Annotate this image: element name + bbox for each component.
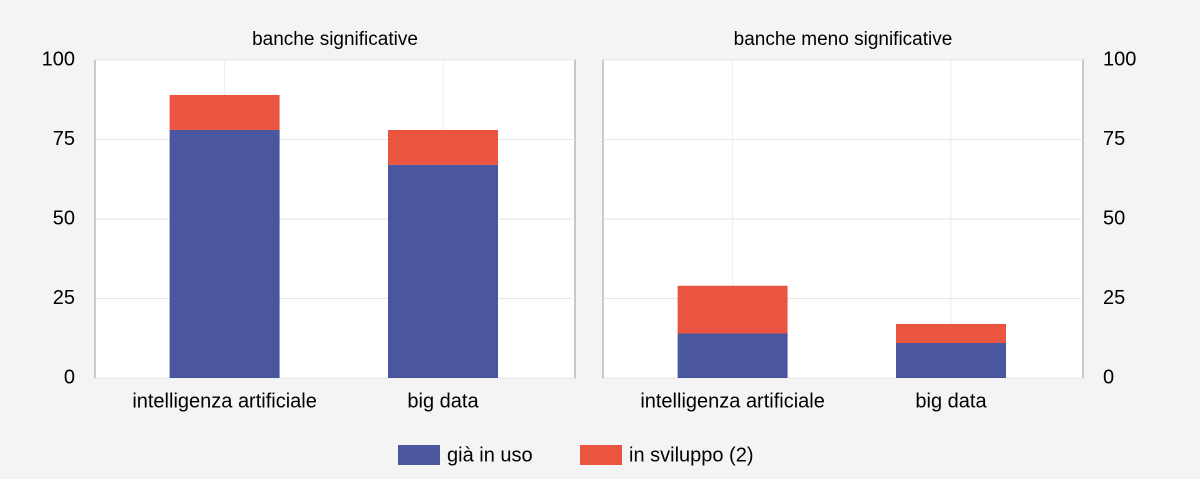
bar-segment	[896, 343, 1006, 378]
bar-segment	[677, 285, 788, 334]
legend-swatch	[580, 445, 622, 465]
bar-segment	[896, 323, 1006, 344]
chart-title: banche meno significative	[734, 29, 953, 50]
legend-label: in sviluppo (2)	[629, 444, 754, 466]
bar-segment	[169, 129, 280, 378]
y-tick-label: 50	[1103, 207, 1125, 229]
legend-label: già in uso	[447, 444, 533, 466]
x-tick-label: intelligenza artificiale	[132, 390, 317, 412]
chart-title: banche significative	[252, 29, 418, 50]
y-tick-label: 25	[53, 287, 75, 309]
y-tick-label: 75	[1103, 128, 1125, 150]
x-tick-label: big data	[407, 390, 479, 412]
legend-swatch	[398, 445, 440, 465]
y-tick-label: 0	[64, 366, 75, 388]
x-tick-label: intelligenza artificiale	[640, 390, 825, 412]
y-tick-label: 100	[1103, 48, 1136, 70]
bar-segment	[677, 333, 788, 378]
y-tick-label: 100	[42, 48, 75, 70]
y-tick-label: 75	[53, 128, 75, 150]
y-tick-label: 25	[1103, 287, 1125, 309]
y-tick-label: 0	[1103, 366, 1114, 388]
bar-segment	[388, 164, 498, 378]
x-tick-label: big data	[915, 390, 987, 412]
y-tick-label: 50	[53, 207, 75, 229]
bar-segment	[169, 94, 280, 130]
bar-segment	[388, 129, 498, 165]
